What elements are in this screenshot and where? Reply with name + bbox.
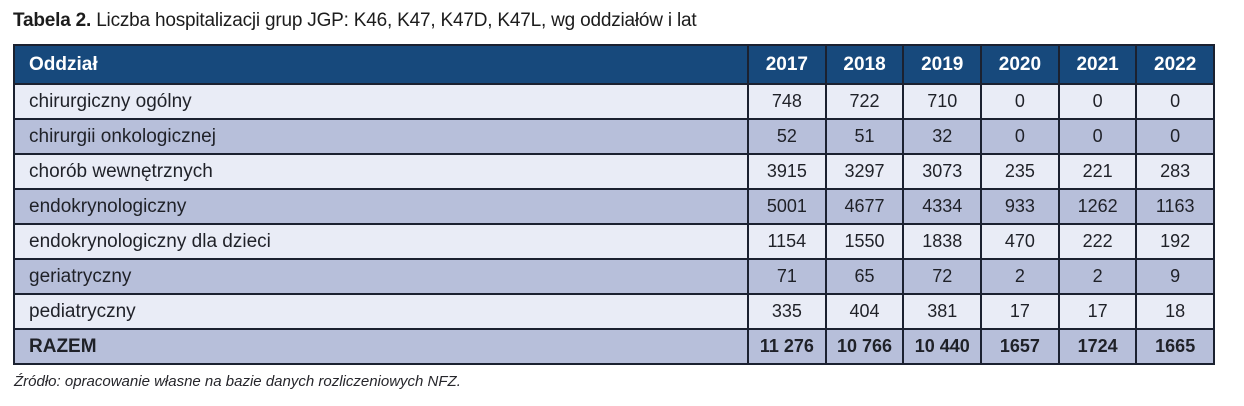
cell-value: 1724 — [1057, 328, 1138, 365]
cell-value: 11 276 — [747, 328, 827, 365]
header-cell-2020: 2020 — [980, 44, 1060, 85]
row-label: endokrynologiczny dla dzieci — [13, 223, 749, 260]
cell-value: 1163 — [1135, 188, 1215, 225]
cell-value: 4677 — [824, 188, 905, 225]
cell-value: 0 — [980, 83, 1060, 120]
cell-value: 1665 — [1135, 328, 1215, 365]
row-label: chirurgiczny ogólny — [13, 83, 749, 120]
cell-value: 71 — [747, 258, 827, 295]
cell-value: 3073 — [902, 153, 983, 190]
cell-value: 221 — [1057, 153, 1138, 190]
table-row: chirurgiczny ogólny 748 722 710 0 0 0 — [13, 83, 1215, 120]
table-header: Oddział 2017 2018 2019 2020 2021 2022 — [13, 44, 1215, 85]
cell-value: 235 — [980, 153, 1060, 190]
table-caption: Tabela 2. Liczba hospitalizacji grup JGP… — [13, 9, 1230, 33]
cell-value: 18 — [1135, 293, 1215, 330]
cell-value: 51 — [824, 118, 905, 155]
cell-value: 1550 — [824, 223, 905, 260]
cell-value: 65 — [824, 258, 905, 295]
cell-value: 0 — [1057, 83, 1138, 120]
cell-value: 192 — [1135, 223, 1215, 260]
cell-value: 1154 — [747, 223, 827, 260]
table-row-total: RAZEM 11 276 10 766 10 440 1657 1724 166… — [13, 328, 1215, 365]
cell-value: 2 — [980, 258, 1060, 295]
cell-value: 1262 — [1057, 188, 1138, 225]
cell-value: 17 — [980, 293, 1060, 330]
table-row: endokrynologiczny 5001 4677 4334 933 126… — [13, 188, 1215, 225]
hospitalizations-table: Oddział 2017 2018 2019 2020 2021 2022 ch… — [13, 44, 1215, 365]
table-row: chorób wewnętrznych 3915 3297 3073 235 2… — [13, 153, 1215, 190]
cell-value: 9 — [1135, 258, 1215, 295]
cell-value: 0 — [1135, 83, 1215, 120]
row-label: chirurgii onkologicznej — [13, 118, 749, 155]
table-row: endokrynologiczny dla dzieci 1154 1550 1… — [13, 223, 1215, 260]
row-label-total: RAZEM — [13, 328, 749, 365]
cell-value: 0 — [1057, 118, 1138, 155]
header-cell-2018: 2018 — [824, 44, 905, 85]
page: Tabela 2. Liczba hospitalizacji grup JGP… — [13, 9, 1230, 390]
cell-value: 0 — [980, 118, 1060, 155]
cell-value: 335 — [747, 293, 827, 330]
cell-value: 933 — [980, 188, 1060, 225]
header-cell-2021: 2021 — [1057, 44, 1138, 85]
cell-value: 10 766 — [824, 328, 905, 365]
cell-value: 3297 — [824, 153, 905, 190]
cell-value: 710 — [902, 83, 983, 120]
cell-value: 722 — [824, 83, 905, 120]
header-row: Oddział 2017 2018 2019 2020 2021 2022 — [13, 44, 1215, 85]
cell-value: 2 — [1057, 258, 1138, 295]
cell-value: 748 — [747, 83, 827, 120]
cell-value: 72 — [902, 258, 983, 295]
cell-value: 381 — [902, 293, 983, 330]
cell-value: 404 — [824, 293, 905, 330]
cell-value: 5001 — [747, 188, 827, 225]
row-label: geriatryczny — [13, 258, 749, 295]
table-row: geriatryczny 71 65 72 2 2 9 — [13, 258, 1215, 295]
table-row: chirurgii onkologicznej 52 51 32 0 0 0 — [13, 118, 1215, 155]
table-body: chirurgiczny ogólny 748 722 710 0 0 0 ch… — [13, 83, 1215, 365]
cell-value: 52 — [747, 118, 827, 155]
header-cell-oddzial: Oddział — [13, 44, 749, 85]
row-label: pediatryczny — [13, 293, 749, 330]
row-label: endokrynologiczny — [13, 188, 749, 225]
cell-value: 17 — [1057, 293, 1138, 330]
table-caption-number: Tabela 2. — [13, 10, 92, 31]
cell-value: 1657 — [980, 328, 1060, 365]
cell-value: 3915 — [747, 153, 827, 190]
header-cell-2019: 2019 — [902, 44, 983, 85]
cell-value: 222 — [1057, 223, 1138, 260]
row-label: chorób wewnętrznych — [13, 153, 749, 190]
cell-value: 10 440 — [902, 328, 983, 365]
header-cell-2017: 2017 — [747, 44, 827, 85]
source-note: Źródło: opracowanie własne na bazie dany… — [14, 373, 461, 390]
cell-value: 4334 — [902, 188, 983, 225]
cell-value: 32 — [902, 118, 983, 155]
cell-value: 283 — [1135, 153, 1215, 190]
cell-value: 470 — [980, 223, 1060, 260]
table-row: pediatryczny 335 404 381 17 17 18 — [13, 293, 1215, 330]
cell-value: 1838 — [902, 223, 983, 260]
cell-value: 0 — [1135, 118, 1215, 155]
table-caption-text: Liczba hospitalizacji grup JGP: K46, K47… — [91, 10, 697, 31]
header-cell-2022: 2022 — [1135, 44, 1215, 85]
